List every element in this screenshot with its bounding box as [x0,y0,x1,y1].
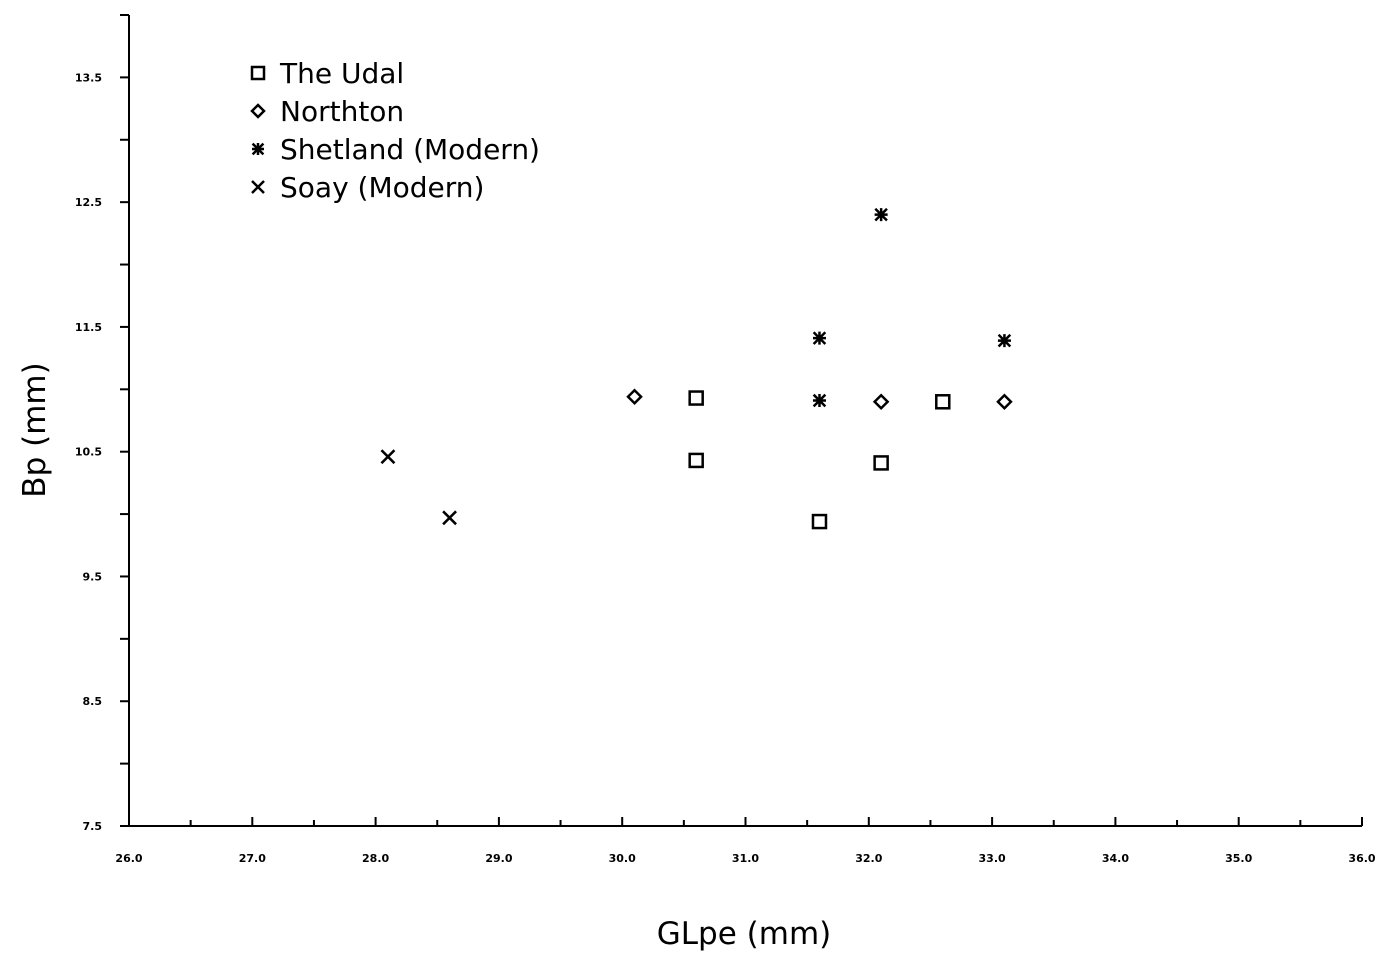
x-tick-label: 30.0 [609,852,636,865]
legend-label: Shetland (Modern) [280,133,540,166]
legend: The Udal Northton Shetland (Modern) Soay (M… [250,57,540,204]
data-point-diamond [626,388,643,406]
x-tick-label: 36.0 [1348,852,1375,865]
data-point-square [688,452,704,469]
data-point-x [380,449,396,465]
legend-label: Soay (Modern) [280,171,484,204]
y-tick-label: 8.5 [83,695,103,708]
legend-label: Northton [280,95,404,128]
data-point-square [811,513,828,530]
y-tick-label: 9.5 [83,570,103,583]
data-point-square [688,390,704,406]
x-axis-ticks: 26.0 27.0 28.0 29.0 30.0 31.0 32.0 33.0 34.0 35.0… [115,817,1376,865]
y-axis-ticks: 7.5 8.5 9.5 10.5 11.5 12.5 13.5 [75,14,129,833]
data-point-diamond [872,393,890,411]
data-point-asterisk [812,331,827,345]
y-axis-title: Bp (mm) [17,362,53,497]
x-tick-label: 29.0 [485,852,512,865]
x-tick-label: 32.0 [855,852,882,865]
data-point-square [935,394,951,410]
data-point-asterisk [874,207,888,222]
x-tick-label: 35.0 [1225,852,1252,865]
legend-marker-asterisk [251,142,265,156]
legend-marker-x [251,180,265,194]
x-tick-label: 28.0 [362,852,389,865]
data-point-asterisk [812,393,827,408]
x-tick-label: 26.0 [115,852,142,865]
legend-marker-square [250,65,266,81]
data-point-x [442,510,457,526]
data-points [380,207,1013,530]
x-tick-label: 27.0 [239,852,266,865]
data-point-diamond [996,393,1013,411]
data-point-square [873,455,889,471]
data-point-asterisk [997,333,1012,348]
x-tick-label: 31.0 [732,852,759,865]
y-tick-label: 11.5 [75,321,102,334]
x-tick-label: 33.0 [979,852,1006,865]
legend-marker-diamond [250,103,266,119]
y-tick-label: 12.5 [75,196,102,209]
y-tick-label: 7.5 [83,820,103,833]
x-axis-title: GLpe (mm) [657,916,831,952]
x-tick-label: 34.0 [1102,852,1129,865]
y-tick-label: 10.5 [75,446,102,459]
legend-label: The Udal [279,57,404,90]
y-tick-label: 13.5 [75,71,102,84]
